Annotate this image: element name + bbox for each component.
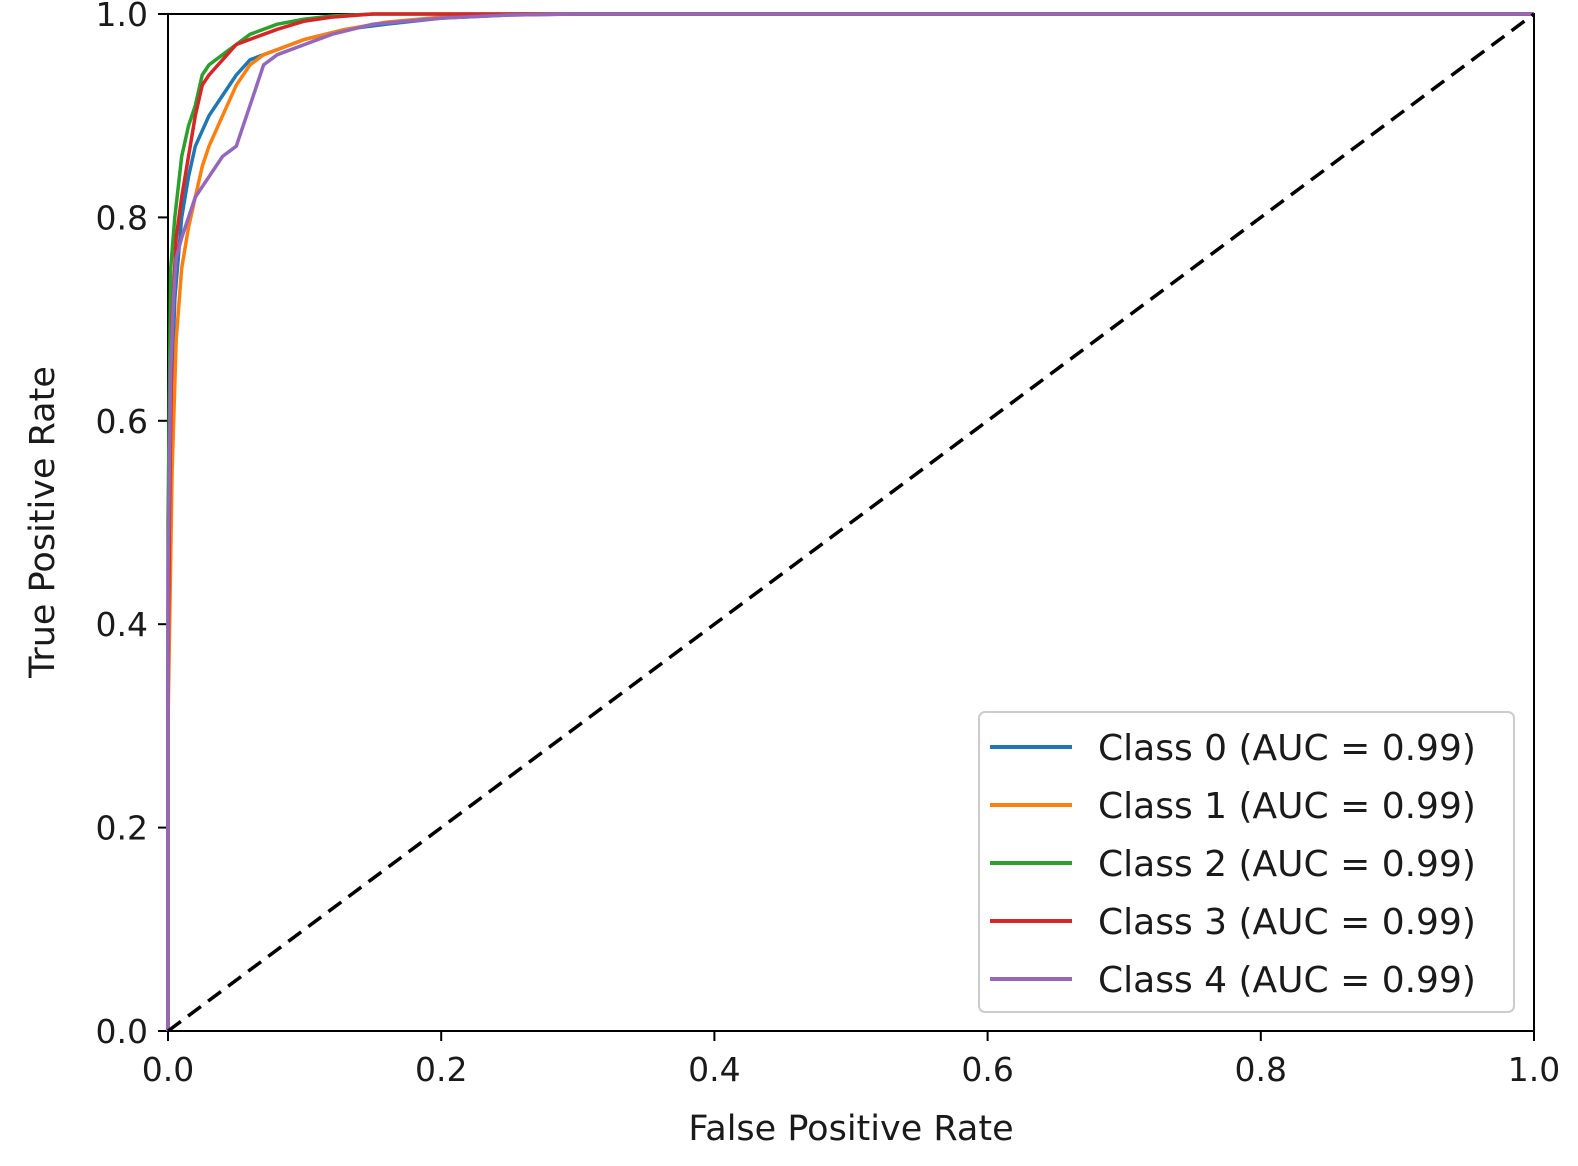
legend-label: Class 0 (AUC = 0.99) xyxy=(1098,728,1476,769)
legend-box xyxy=(978,711,1515,1013)
x-axis-label: False Positive Rate xyxy=(688,1109,1013,1149)
legend-label: Class 4 (AUC = 0.99) xyxy=(1098,960,1476,1001)
legend-label: Class 1 (AUC = 0.99) xyxy=(1098,786,1476,827)
x-tick-label: 0.4 xyxy=(688,1050,740,1089)
y-axis-label: True Positive Rate xyxy=(23,366,63,679)
y-tick-label: 0.4 xyxy=(96,605,148,644)
legend-entries: Class 0 (AUC = 0.99) Class 1 (AUC = 0.99)… xyxy=(990,728,1476,1001)
y-tick-label: 0.8 xyxy=(96,198,148,237)
x-tick-label: 0.0 xyxy=(142,1050,194,1089)
y-tick-label: 0.0 xyxy=(96,1012,148,1051)
x-tick-label: 0.8 xyxy=(1235,1050,1287,1089)
plot-lines xyxy=(166,12,1536,1033)
x-tick-label: 0.6 xyxy=(961,1050,1013,1089)
legend-label: Class 3 (AUC = 0.99) xyxy=(1098,902,1476,943)
roc-line-class-4 xyxy=(166,12,1534,1031)
legend-label: Class 2 (AUC = 0.99) xyxy=(1098,844,1476,885)
x-tick-label: 1.0 xyxy=(1508,1050,1560,1089)
legend: Class 0 (AUC = 0.99) Class 1 (AUC = 0.99)… xyxy=(978,711,1515,1013)
y-tick-label: 0.6 xyxy=(96,402,148,441)
y-tick-label: 0.2 xyxy=(96,809,148,848)
chance-diagonal-line xyxy=(166,12,1536,1033)
y-axis-ticks: 0.0 0.2 0.4 0.6 0.8 1.0 xyxy=(96,0,168,1051)
x-axis-ticks: 0.0 0.2 0.4 0.6 0.8 1.0 xyxy=(142,1031,1560,1089)
x-tick-label: 0.2 xyxy=(415,1050,467,1089)
y-tick-label: 1.0 xyxy=(96,0,148,34)
